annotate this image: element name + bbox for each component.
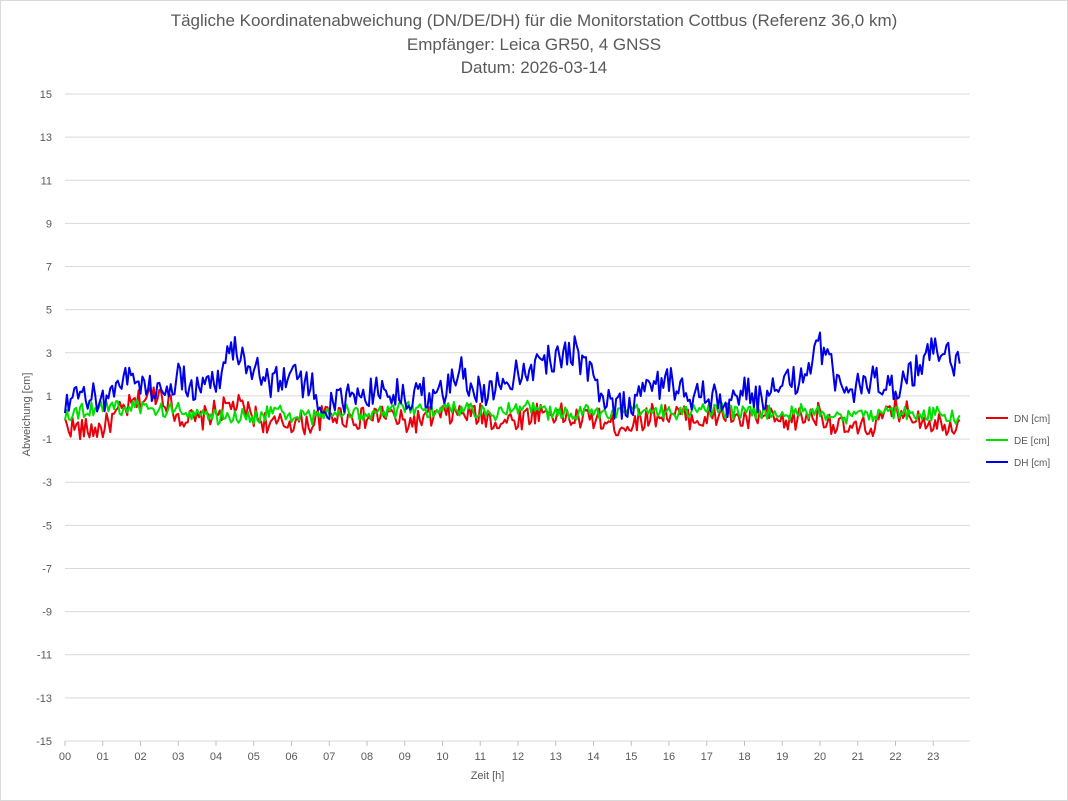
x-tick-label: 00 — [59, 751, 71, 763]
x-tick-label: 09 — [399, 751, 411, 763]
chart-title-line-2: Empfänger: Leica GR50, 4 GNSS — [406, 35, 662, 54]
y-tick-label: -15 — [36, 736, 52, 748]
x-tick-label: 01 — [97, 751, 109, 763]
x-tick-label: 11 — [475, 751, 486, 763]
x-tick-label: 17 — [701, 751, 713, 763]
x-tick-label: 12 — [512, 751, 524, 763]
x-tick-label: 10 — [436, 751, 448, 763]
series-line-dh — [64, 331, 961, 421]
y-tick-label: 13 — [40, 132, 52, 144]
y-tick-label: 7 — [46, 262, 52, 274]
chart-title-line-3: Datum: 2026-03-14 — [460, 58, 608, 77]
x-tick-label: 03 — [172, 751, 184, 763]
y-tick-label: -11 — [37, 650, 52, 662]
x-tick-label: 02 — [134, 751, 146, 763]
gridlines — [64, 93, 970, 746]
y-tick-label: 1 — [46, 391, 52, 403]
x-tick-label: 22 — [889, 751, 901, 763]
x-tick-label: 21 — [852, 751, 864, 763]
legend-label: DE [cm] — [1014, 436, 1050, 447]
series-line-de — [64, 399, 961, 426]
legend-label: DN [cm] — [1014, 414, 1050, 425]
y-tick-label: 9 — [46, 218, 52, 230]
x-tick-label: 14 — [587, 751, 599, 763]
y-tick-label: 11 — [41, 175, 52, 187]
y-tick-labels: 15 13 11 9 7 5 3 1 -1 -3 -5 -7 -9 -11 -13 -15 — [36, 89, 52, 748]
x-tick-labels: 00 01 02 03 04 05 06 07 08 09 10 11 12 13 14 15 16 17 18 19… — [59, 751, 940, 763]
x-tick-label: 13 — [550, 751, 562, 763]
x-tick-label: 07 — [323, 751, 335, 763]
y-tick-label: 5 — [46, 305, 52, 317]
legend-label: DH [cm] — [1014, 458, 1050, 469]
y-tick-label: -1 — [42, 434, 52, 446]
x-tick-label: 20 — [814, 751, 826, 763]
x-tick-label: 18 — [738, 751, 750, 763]
x-tick-label: 05 — [248, 751, 260, 763]
x-tick-label: 08 — [361, 751, 373, 763]
x-tick-label: 19 — [776, 751, 788, 763]
x-tick-label: 06 — [285, 751, 297, 763]
x-tick-label: 23 — [927, 751, 939, 763]
y-tick-label: 15 — [40, 89, 52, 101]
y-tick-label: -3 — [42, 477, 52, 489]
x-tick-label: 15 — [625, 751, 637, 763]
x-axis-label: Zeit [h] — [471, 770, 505, 782]
series-lines — [64, 331, 961, 441]
y-axis-label: Abweichung [cm] — [21, 373, 33, 457]
y-tick-label: 3 — [46, 348, 52, 360]
chart-title-line-1: Tägliche Koordinatenabweichung (DN/DE/DH… — [170, 11, 898, 30]
y-tick-label: -5 — [42, 520, 52, 532]
y-tick-label: -9 — [42, 607, 52, 619]
x-tick-label: 16 — [663, 751, 675, 763]
y-tick-label: -13 — [36, 693, 52, 705]
legend: DN [cm] DE [cm] DH [cm] — [986, 414, 1050, 469]
x-tick-label: 04 — [210, 751, 222, 763]
y-tick-label: -7 — [42, 563, 52, 575]
